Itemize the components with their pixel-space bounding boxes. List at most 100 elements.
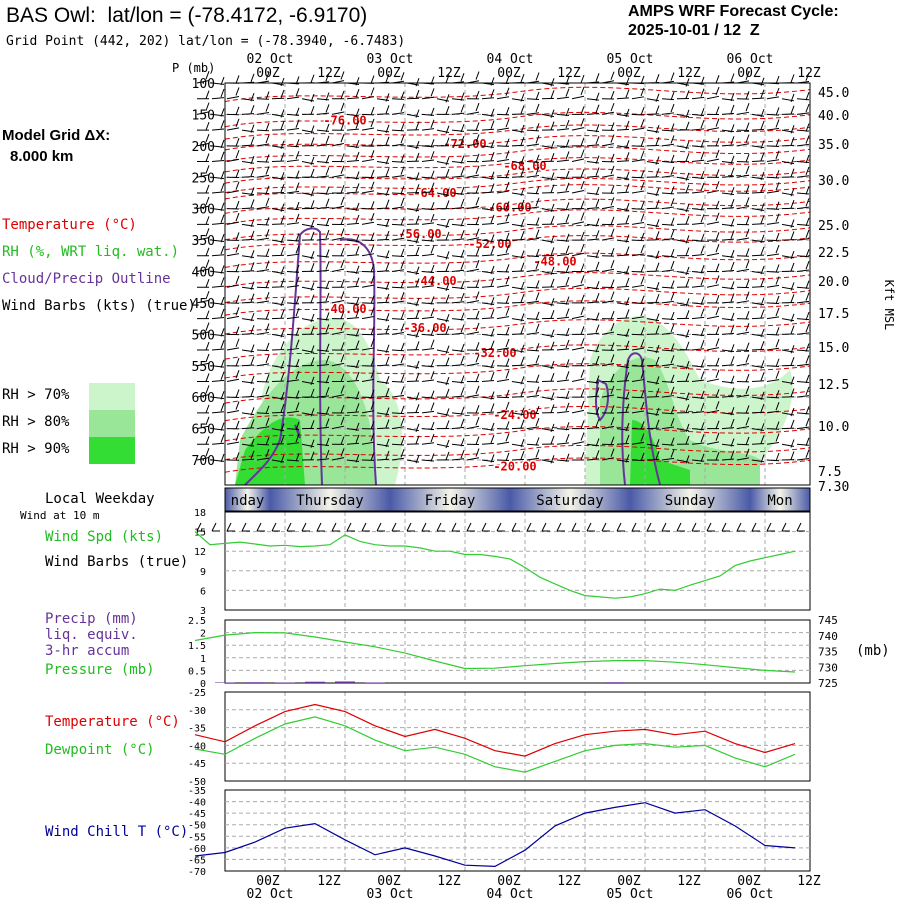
wind-barb	[721, 324, 735, 335]
surface-wind-barb	[526, 522, 535, 532]
rh-legend-70: RH > 70%	[2, 387, 70, 403]
wind-barb	[781, 262, 795, 272]
wind-barb	[526, 437, 540, 446]
wind-barb	[316, 343, 330, 353]
wind-barb	[511, 187, 525, 196]
wind-barb	[271, 403, 285, 414]
wind-barb	[196, 448, 210, 461]
wind-barb	[721, 450, 735, 461]
wind-barb	[226, 106, 240, 116]
wind-barb	[361, 244, 375, 257]
wind-barb	[556, 107, 570, 117]
wind-barb	[301, 219, 315, 228]
wind-ytick: 3	[200, 606, 206, 617]
temperature-contour-line	[224, 177, 811, 194]
wind-barb	[541, 360, 555, 370]
wind-barb	[706, 389, 720, 398]
wind-barb	[751, 360, 765, 369]
wind-barb	[751, 120, 765, 131]
surface-wind-barb	[481, 522, 490, 532]
wind-barb	[676, 184, 690, 194]
wind-barb	[316, 406, 330, 415]
wind-barb	[316, 280, 330, 290]
wind-barb	[572, 106, 585, 115]
wind-barb	[376, 387, 390, 398]
wind-barb	[766, 150, 780, 163]
wind-barb	[781, 376, 795, 385]
wind-barb	[511, 262, 525, 272]
wind-barb	[361, 389, 375, 399]
wind-barb	[706, 357, 720, 367]
temperature-contour-line	[224, 111, 811, 128]
wind-barb	[526, 292, 540, 304]
wind-barb	[256, 449, 270, 461]
wind-barb	[721, 218, 735, 227]
wind-barb	[691, 277, 705, 288]
temperature-contour-line	[224, 157, 811, 173]
wind-barb	[376, 199, 390, 210]
wind-barb	[301, 168, 315, 178]
wind-barb	[286, 201, 300, 211]
top-hour-label: 00Z	[377, 66, 401, 81]
wind-barb	[616, 265, 630, 275]
wind-barb	[406, 423, 420, 432]
wind-barb	[241, 124, 255, 133]
wind-barb	[286, 421, 300, 431]
wind-barb	[706, 106, 720, 116]
wind-barb	[631, 370, 645, 382]
wind-barb	[466, 134, 480, 147]
wind-barb	[706, 212, 720, 225]
wind-barb	[601, 216, 615, 226]
wind-barb	[511, 344, 525, 354]
wind-barb	[796, 280, 810, 289]
wind-barb	[211, 265, 225, 274]
wind-barb	[211, 277, 225, 288]
wind-barb	[721, 167, 735, 178]
wind-barb	[586, 343, 600, 353]
wind-barb	[781, 187, 795, 197]
wind-barb	[721, 312, 735, 322]
wind-barb	[361, 421, 375, 430]
wind-barb	[331, 90, 345, 100]
wind-barb	[391, 405, 405, 415]
wind-barb	[256, 134, 270, 147]
wind-barb	[541, 109, 555, 118]
wind-barb	[796, 217, 810, 227]
wind-barb	[661, 386, 675, 398]
wind-barb	[241, 73, 255, 84]
rh-swatch-80	[89, 410, 135, 437]
wind-barb	[661, 103, 675, 115]
windchill-ytick: -45	[188, 809, 206, 820]
wind-barb	[466, 385, 480, 398]
temperature-contour-label: -24.00	[493, 408, 536, 422]
wind-barb	[226, 200, 240, 210]
wind-barb	[691, 170, 705, 180]
wind-barb	[556, 182, 570, 194]
wind-barb	[436, 376, 450, 386]
wind-barb	[361, 432, 375, 445]
wind-barb	[496, 150, 510, 163]
wind-barb	[451, 281, 465, 290]
surface-wind-barb	[211, 522, 220, 532]
wind-barb	[496, 389, 510, 399]
wind-barb	[541, 172, 555, 181]
wind-barb	[556, 202, 570, 211]
wind-barb	[616, 234, 630, 243]
wind-barb	[601, 153, 615, 163]
wind-barb	[451, 123, 465, 133]
wind-barb	[211, 391, 225, 400]
wind-barb	[721, 187, 735, 196]
bottom-hour-label: 00Z	[737, 874, 761, 889]
wind-barb	[301, 93, 315, 103]
wind-barb	[466, 291, 480, 304]
wind-barb	[376, 438, 390, 448]
wind-barb	[541, 184, 555, 194]
wind-barb	[631, 264, 645, 273]
wind-barb	[301, 251, 315, 260]
wind-barb	[511, 419, 525, 430]
wind-barb	[346, 120, 360, 131]
wind-barb	[661, 249, 675, 258]
wind-barb	[601, 260, 615, 272]
bottom-date-label: 03 Oct	[367, 887, 414, 900]
weekday-cell	[270, 488, 390, 511]
